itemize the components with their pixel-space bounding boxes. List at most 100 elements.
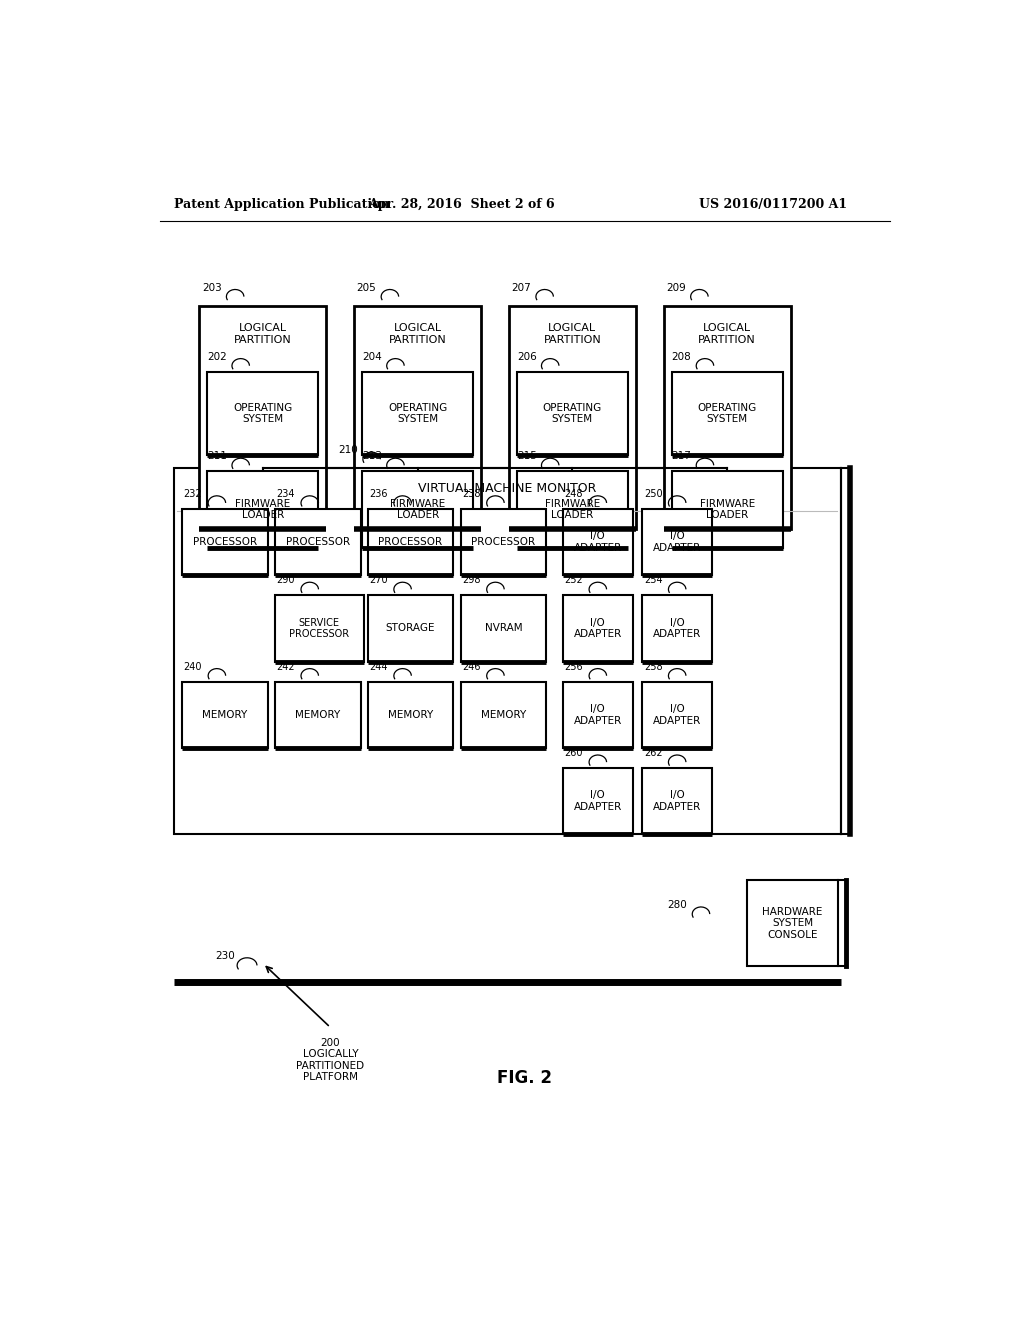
Text: HARDWARE
SYSTEM
CONSOLE: HARDWARE SYSTEM CONSOLE [763,907,823,940]
Text: OPERATING
SYSTEM: OPERATING SYSTEM [388,403,447,424]
Text: 207: 207 [511,282,531,293]
Text: 236: 236 [370,488,388,499]
Text: 230: 230 [215,952,236,961]
Text: 248: 248 [564,488,583,499]
Text: VIRTUAL MACHINE MONITOR: VIRTUAL MACHINE MONITOR [418,482,597,495]
Text: I/O
ADAPTER: I/O ADAPTER [653,704,701,726]
Text: 242: 242 [276,661,295,672]
Text: 270: 270 [370,576,388,585]
Bar [664,306,791,529]
Text: LOGICAL
PARTITION: LOGICAL PARTITION [389,323,446,345]
Text: Apr. 28, 2016  Sheet 2 of 6: Apr. 28, 2016 Sheet 2 of 6 [368,198,555,211]
Text: NVRAM: NVRAM [484,623,522,634]
Bar [672,372,782,455]
Bar [642,682,712,748]
Bar [642,595,712,661]
Bar [748,880,839,966]
Text: 290: 290 [276,576,295,585]
Text: 298: 298 [462,576,480,585]
Text: 240: 240 [183,661,202,672]
Text: 244: 244 [370,661,388,672]
Text: I/O
ADAPTER: I/O ADAPTER [653,531,701,553]
Text: LOGICAL
PARTITION: LOGICAL PARTITION [544,323,601,345]
Text: Patent Application Publication: Patent Application Publication [174,198,389,211]
Bar [368,510,454,576]
Text: SERVICE
PROCESSOR: SERVICE PROCESSOR [289,618,349,639]
Text: OPERATING
SYSTEM: OPERATING SYSTEM [697,403,757,424]
Text: PROCESSOR: PROCESSOR [286,537,350,546]
Bar [563,768,633,834]
Text: 208: 208 [672,351,691,362]
Bar [461,510,546,576]
Text: 262: 262 [644,748,663,758]
Text: I/O
ADAPTER: I/O ADAPTER [573,791,622,812]
Bar [182,510,267,576]
Bar [274,682,360,748]
Bar [461,595,546,661]
Text: I/O
ADAPTER: I/O ADAPTER [573,531,622,553]
Text: 210: 210 [338,445,358,455]
Bar [563,682,633,748]
Text: 256: 256 [564,661,583,672]
Bar [174,469,841,834]
Bar [563,510,633,576]
Text: PROCESSOR: PROCESSOR [471,537,536,546]
Text: OPERATING
SYSTEM: OPERATING SYSTEM [543,403,602,424]
Bar [642,768,712,834]
Text: PROCESSOR: PROCESSOR [193,537,257,546]
Text: I/O
ADAPTER: I/O ADAPTER [573,704,622,726]
Text: 213: 213 [362,451,382,461]
Text: MEMORY: MEMORY [480,710,526,719]
Text: PROCESSOR: PROCESSOR [379,537,442,546]
Text: 246: 246 [462,661,480,672]
Text: 238: 238 [462,488,480,499]
Bar [200,306,327,529]
Text: I/O
ADAPTER: I/O ADAPTER [653,791,701,812]
Text: 204: 204 [362,351,382,362]
Bar [207,471,318,548]
Text: I/O
ADAPTER: I/O ADAPTER [653,618,701,639]
Text: 252: 252 [564,576,584,585]
Text: I/O
ADAPTER: I/O ADAPTER [573,618,622,639]
Bar [517,372,628,455]
Text: 254: 254 [644,576,663,585]
Text: 215: 215 [517,451,537,461]
Text: FIRMWARE
LOADER: FIRMWARE LOADER [390,499,445,520]
Text: 205: 205 [356,282,376,293]
Bar [182,682,267,748]
Text: 280: 280 [668,900,687,909]
Bar [368,682,454,748]
Bar [207,372,318,455]
Bar [672,471,782,548]
Bar [274,510,360,576]
Text: 217: 217 [672,451,691,461]
Text: MEMORY: MEMORY [295,710,340,719]
Text: MEMORY: MEMORY [202,710,248,719]
Text: 211: 211 [207,451,227,461]
Bar [362,372,473,455]
Text: FIG. 2: FIG. 2 [498,1069,552,1088]
Bar [461,682,546,748]
Text: OPERATING
SYSTEM: OPERATING SYSTEM [233,403,293,424]
Bar [517,471,628,548]
Text: STORAGE: STORAGE [386,623,435,634]
Text: 200
LOGICALLY
PARTITIONED
PLATFORM: 200 LOGICALLY PARTITIONED PLATFORM [296,1038,365,1082]
Bar [642,510,712,576]
Text: 234: 234 [276,488,295,499]
Text: 232: 232 [183,488,202,499]
Text: 260: 260 [564,748,583,758]
Bar [563,595,633,661]
Text: 206: 206 [517,351,537,362]
Text: FIRMWARE
LOADER: FIRMWARE LOADER [236,499,291,520]
Text: 258: 258 [644,661,663,672]
Text: LOGICAL
PARTITION: LOGICAL PARTITION [698,323,756,345]
Text: US 2016/0117200 A1: US 2016/0117200 A1 [699,198,848,211]
Bar [362,471,473,548]
Text: 250: 250 [644,488,663,499]
Text: MEMORY: MEMORY [388,710,433,719]
Bar [509,306,636,529]
Text: FIRMWARE
LOADER: FIRMWARE LOADER [699,499,755,520]
Text: FIRMWARE
LOADER: FIRMWARE LOADER [545,499,600,520]
Bar [354,306,481,529]
Text: LOGICAL
PARTITION: LOGICAL PARTITION [234,323,292,345]
